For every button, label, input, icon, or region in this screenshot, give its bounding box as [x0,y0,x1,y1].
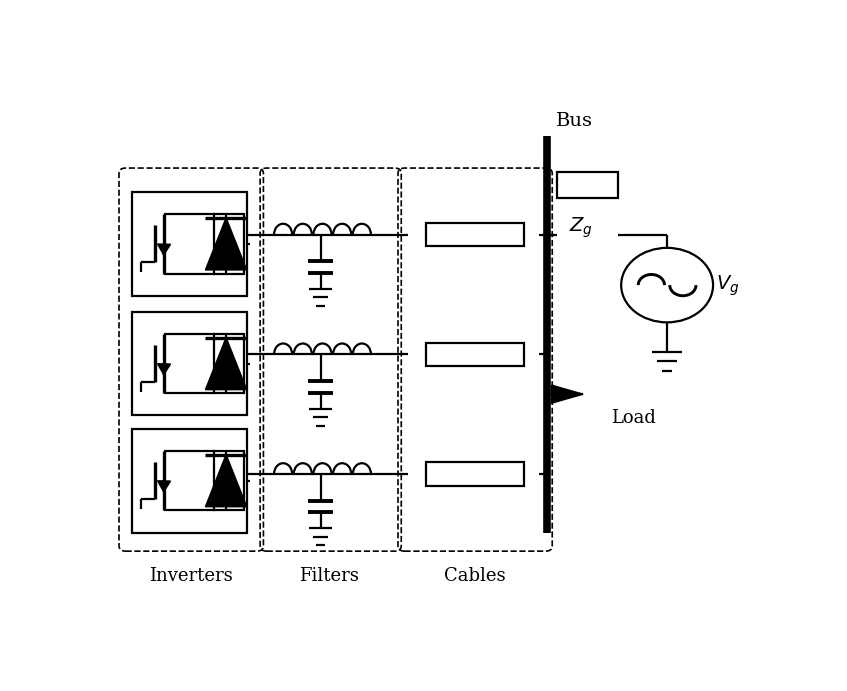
Text: Load: Load [612,409,656,427]
Text: Filters: Filters [299,567,359,585]
Bar [132,428,247,533]
Polygon shape [158,363,170,375]
Bar [214,334,244,393]
Text: $Z_g$: $Z_g$ [569,216,593,240]
Bar [426,462,524,486]
Bar [132,192,247,296]
Text: Bus: Bus [556,112,593,130]
Bar [214,451,244,511]
Text: Inverters: Inverters [149,567,233,585]
Bar [214,214,244,274]
Bar [132,312,247,415]
Bar [426,223,524,246]
Polygon shape [206,218,246,270]
Text: Cables: Cables [444,567,506,585]
Polygon shape [206,337,246,390]
Polygon shape [551,385,583,404]
Polygon shape [158,481,170,492]
Polygon shape [206,455,246,507]
Bar [426,343,524,366]
Bar [557,172,618,198]
Polygon shape [158,244,170,255]
Text: $V_g$: $V_g$ [717,274,739,299]
